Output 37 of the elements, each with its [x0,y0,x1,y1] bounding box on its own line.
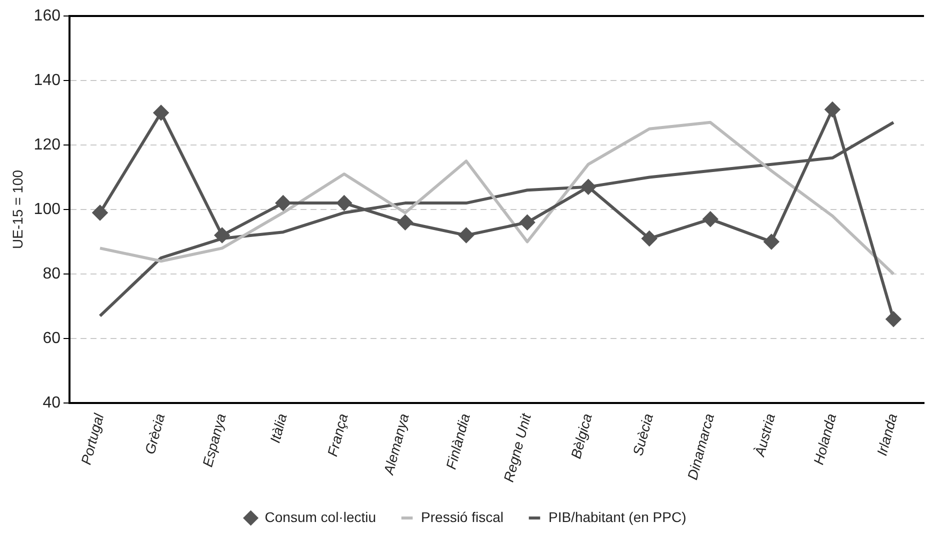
y-tick-label: 40 [42,394,61,412]
point [642,231,657,246]
y-tick-label: 140 [34,72,61,89]
y-tick-label: 60 [42,330,61,347]
point [764,234,779,250]
x-tick-label: Regne Unit [500,410,534,484]
x-tick-label: Espanya [199,412,229,469]
point [520,214,535,230]
x-tick-label: Itàlia [266,412,290,445]
x-tick-label: Irlanda [874,412,900,458]
x-tick-label: Portugal [78,410,107,466]
x-tick-label: Suècia [629,412,656,458]
point [824,102,840,118]
x-tick-label: Finlàndia [442,412,473,471]
y-tick-label: 80 [42,265,61,282]
point [154,105,169,120]
x-tick-label: Holanda [810,412,840,466]
point [214,228,230,243]
y-tick-label: 100 [34,200,61,218]
point [886,312,901,327]
legend-label: Consum col·lectiu [264,508,376,525]
y-tick-label: 160 [34,7,61,24]
legend-label: PIB/habitant (en PPC) [548,508,686,525]
x-tick-label: Àustria [751,412,778,460]
x-tick-label: Grècia [142,412,168,456]
point [276,196,291,211]
y-tick-label: 120 [34,136,61,154]
x-tick-label: Bèlgica [568,412,596,460]
x-tick-label: França [324,412,351,458]
y-axis-title: UE-15 = 100 [9,170,26,249]
point [92,205,108,220]
point [580,179,596,194]
point [458,228,474,243]
point [336,196,352,211]
legend-label: Pressió fiscal [421,508,504,525]
point [702,212,718,227]
point [398,214,413,230]
